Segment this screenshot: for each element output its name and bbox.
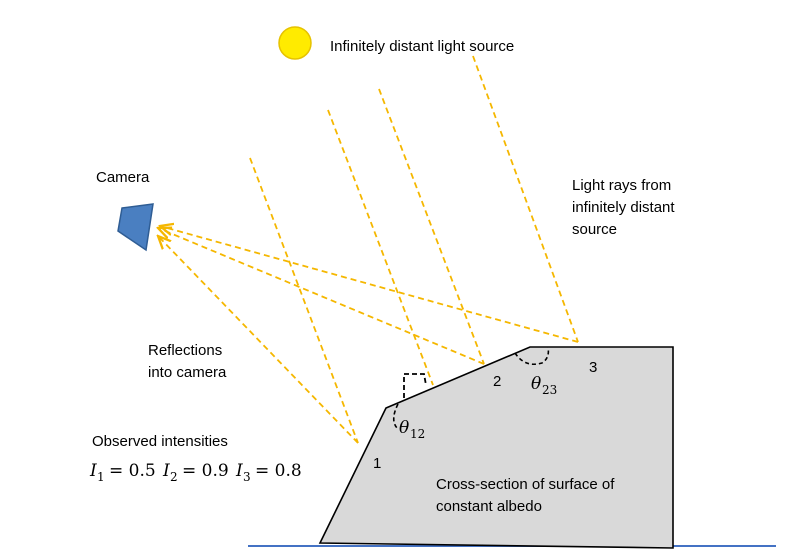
light-ray xyxy=(327,109,434,386)
svg-text:θ: θ xyxy=(531,374,541,394)
svg-text:12: 12 xyxy=(410,427,425,441)
light-source-label: Infinitely distant light source xyxy=(330,38,514,55)
surface-cross-section xyxy=(318,346,674,549)
svg-text:= 0.8: = 0.8 xyxy=(255,461,302,481)
incoming-light-rays xyxy=(249,55,579,444)
sun-icon xyxy=(278,26,312,60)
angle-arc-12 xyxy=(392,403,399,429)
svg-text:1: 1 xyxy=(97,470,105,484)
rays-label-line3: source xyxy=(572,221,617,238)
camera-label: Camera xyxy=(96,169,150,186)
svg-text:I: I xyxy=(89,461,97,481)
surface-label-line2: constant albedo xyxy=(436,498,542,515)
point-label-3: 3 xyxy=(589,359,597,376)
intensity-1: I 1 = 0.5 xyxy=(89,461,156,484)
camera-icon xyxy=(117,203,154,252)
light-ray xyxy=(378,88,485,365)
svg-text:3: 3 xyxy=(243,470,251,484)
svg-text:= 0.5: = 0.5 xyxy=(109,461,156,481)
svg-text:= 0.9: = 0.9 xyxy=(182,461,229,481)
svg-text:I: I xyxy=(162,461,170,481)
intensity-values: I 1 = 0.5 I 2 = 0.9 I 3 = 0.8 xyxy=(89,461,302,484)
svg-text:2: 2 xyxy=(170,470,178,484)
point-label-2: 2 xyxy=(493,373,501,390)
reflected-ray xyxy=(160,226,579,343)
reflected-rays xyxy=(158,226,579,444)
theta-12-label: θ 12 xyxy=(399,418,425,441)
svg-text:θ: θ xyxy=(399,418,409,438)
intensity-2: I 2 = 0.9 xyxy=(162,461,229,484)
reflected-ray xyxy=(158,228,485,365)
rays-label-line1: Light rays from xyxy=(572,177,671,194)
light-ray xyxy=(472,55,579,343)
right-angle-marker xyxy=(403,373,427,398)
intensity-3: I 3 = 0.8 xyxy=(235,461,302,484)
theta-23-label: θ 23 xyxy=(531,374,557,397)
point-label-1: 1 xyxy=(373,455,381,472)
angle-arc-23 xyxy=(514,346,550,366)
svg-text:23: 23 xyxy=(542,383,557,397)
surface-label-line1: Cross-section of surface of xyxy=(436,476,615,493)
reflections-label-line1: Reflections xyxy=(148,342,222,359)
svg-text:I: I xyxy=(235,461,243,481)
observed-intensities-label: Observed intensities xyxy=(92,433,228,450)
light-ray xyxy=(249,157,359,444)
reflected-ray xyxy=(158,236,359,444)
reflections-label-line2: into camera xyxy=(148,364,227,381)
rays-label-line2: infinitely distant xyxy=(572,199,675,216)
